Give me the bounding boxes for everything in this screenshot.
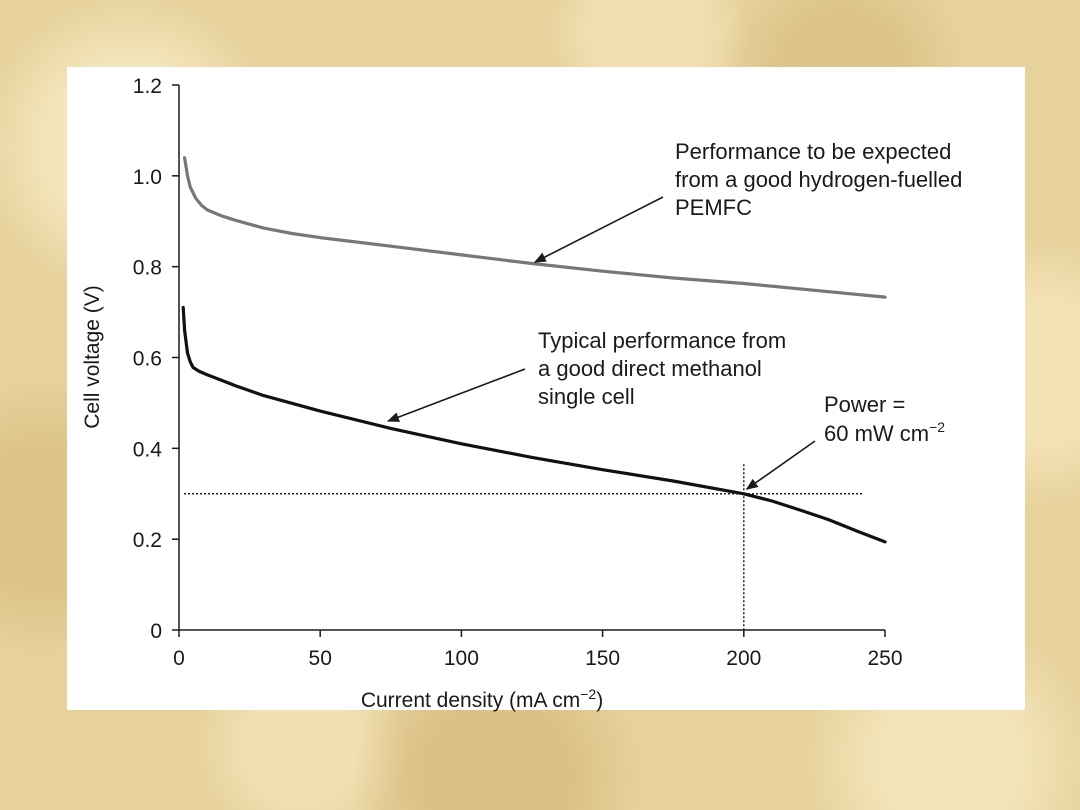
annotation-pemfc: Performance to be expected from a good h…: [675, 139, 969, 220]
arrow-methanol: [387, 368, 526, 422]
chart-panel: 0 50 100 150 200 250 0 0.2 0.4 0.6 0.8 1.0 1.2 Curre…: [67, 67, 1025, 712]
y-tick-label-3: 0.6: [133, 348, 162, 371]
x-tick-label-150: 150: [585, 647, 620, 670]
series-line-methanol: [181, 305, 887, 544]
series-line-pemfc: [183, 156, 887, 299]
x-axis-title: Current density (mA cm−2): [361, 686, 603, 712]
x-tick-label-50: 50: [309, 647, 332, 670]
arrow-power: [745, 440, 816, 490]
y-tick-label-2: 0.4: [133, 438, 163, 461]
y-tick-label-6: 1.2: [133, 75, 162, 98]
line-chart: 0 50 100 150 200 250 0 0.2 0.4 0.6 0.8 1.0 1.2 Curre…: [81, 75, 969, 712]
y-axis-title: Cell voltage (V): [81, 285, 104, 429]
y-tick-label-1: 0.2: [133, 529, 162, 552]
x-tick-label-200: 200: [726, 647, 761, 670]
y-tick-label-4: 0.8: [133, 257, 162, 280]
x-tick-label-100: 100: [444, 647, 479, 670]
y-tick-label-5: 1.0: [133, 166, 162, 189]
x-tick-label-250: 250: [867, 647, 902, 670]
x-tick-label-0: 0: [173, 647, 185, 670]
y-tick-label-0: 0: [150, 620, 162, 643]
arrow-pemfc: [533, 196, 664, 263]
annotation-power: Power = 60 mW cm−2: [824, 392, 945, 446]
annotation-methanol: Typical performance from a good direct m…: [538, 328, 792, 409]
